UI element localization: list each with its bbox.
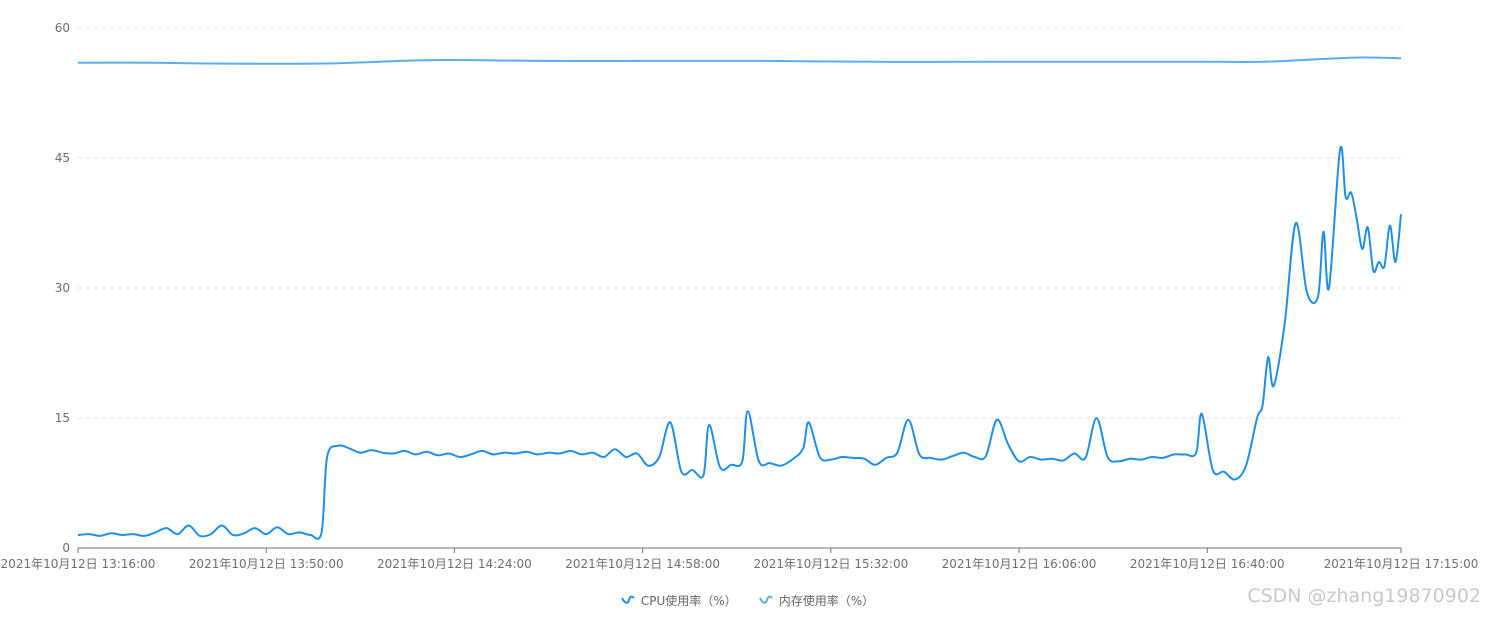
y-axis-ticks: 0 15 30 45 60 <box>55 21 70 555</box>
series-lines <box>77 56 1402 540</box>
legend-label-cpu: CPU使用率（%） <box>640 593 737 608</box>
y-tick-label: 15 <box>55 411 70 425</box>
series-line-cpu[interactable] <box>77 145 1402 540</box>
y-tick-label: 45 <box>55 151 70 165</box>
y-tick-label: 60 <box>55 21 70 35</box>
watermark: CSDN @zhang19870902 <box>1247 585 1481 607</box>
legend-label-memory: 内存使用率（%） <box>778 593 875 608</box>
y-tick-label: 0 <box>62 541 70 555</box>
legend-item-cpu[interactable]: CPU使用率（%） <box>620 592 737 609</box>
y-tick-label: 30 <box>55 281 70 295</box>
x-tick-label: 2021年10月12日 15:32:00 <box>753 557 908 571</box>
x-tick-label: 2021年10月12日 16:06:00 <box>942 557 1097 571</box>
x-tick-label: 2021年10月12日 14:58:00 <box>565 557 720 571</box>
x-tick-label: 2021年10月12日 14:24:00 <box>377 557 532 571</box>
x-tick-label: 2021年10月12日 17:15:00 <box>1324 557 1479 571</box>
x-tick-label: 2021年10月12日 13:50:00 <box>189 557 344 571</box>
line-wave-icon <box>620 595 635 604</box>
x-axis: 2021年10月12日 13:16:00 2021年10月12日 13:50:00… <box>1 547 1479 571</box>
legend: CPU使用率（%） 内存使用率（%） <box>0 590 1495 610</box>
x-tick-label: 2021年10月12日 16:40:00 <box>1130 557 1285 571</box>
x-tick-label: 2021年10月12日 13:16:00 <box>1 557 156 571</box>
series-line-memory[interactable] <box>77 56 1402 65</box>
legend-item-memory[interactable]: 内存使用率（%） <box>758 592 875 609</box>
line-wave-icon <box>758 595 773 604</box>
grid-lines <box>78 27 1401 419</box>
